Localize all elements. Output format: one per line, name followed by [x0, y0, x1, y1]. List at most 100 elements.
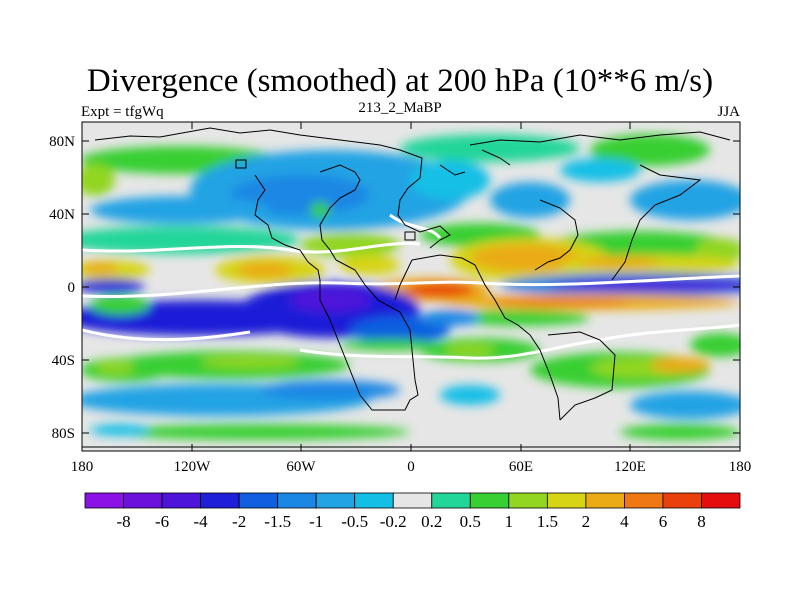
lon-tick-label: 0 [407, 459, 415, 475]
field-blob [290, 288, 370, 312]
colorbar-swatch [277, 492, 317, 509]
contour-line [82, 280, 481, 298]
colorbar-label: 0.2 [421, 512, 442, 531]
colorbar-label: 0.5 [460, 512, 481, 531]
lon-tick-label: 60E [509, 459, 533, 475]
tick-marks [81, 122, 741, 451]
zero-contours [82, 213, 740, 360]
lon-tick-label: 180 [729, 459, 752, 475]
colorbar-label: -6 [155, 512, 169, 531]
lon-tick-label: 60W [286, 459, 316, 475]
experiment-label: Expt = tfgWq [81, 104, 164, 120]
contour-line [82, 328, 251, 342]
lon-tick-label: 120E [614, 459, 646, 475]
divergence-field [82, 122, 740, 451]
field-blob [90, 295, 150, 315]
colorbar-swatch [238, 492, 279, 509]
colorbar-label: -8 [116, 512, 130, 531]
colorbar-swatch [123, 492, 163, 509]
coastline [319, 164, 361, 261]
contour-line [299, 338, 601, 360]
colorbar-swatch [315, 492, 356, 509]
coastline [481, 149, 511, 166]
field-blob [650, 357, 710, 373]
lat-tick-label: 40N [49, 207, 75, 223]
field-blob [560, 158, 640, 182]
colorbar-label: 2 [582, 512, 591, 531]
field-blob [400, 134, 580, 162]
colorbar-swatch [662, 492, 702, 509]
colorbar-swatch [508, 492, 548, 509]
map-title: Divergence (smoothed) at 200 hPa (10**6 … [86, 63, 714, 99]
lon-tick-label: 180 [71, 459, 94, 475]
field-blob [230, 175, 370, 215]
field-blob [410, 160, 490, 200]
coastline [534, 199, 579, 271]
field-blob [350, 316, 450, 344]
colorbar-label: -0.5 [341, 512, 368, 531]
field-blob [620, 424, 740, 440]
coastline [235, 159, 247, 169]
colorbar-label: 6 [659, 512, 668, 531]
field-blob [580, 256, 660, 268]
field-blob [630, 391, 740, 419]
coastline [319, 280, 419, 411]
colorbar-swatch [546, 492, 587, 509]
coastline [547, 331, 616, 421]
coastline [254, 174, 321, 281]
contour-line [389, 213, 442, 240]
field-blob [550, 278, 740, 292]
coastline [411, 254, 561, 421]
colorbar-label: -2 [232, 512, 246, 531]
coastline [394, 259, 413, 301]
colorbar-label: -1 [309, 512, 323, 531]
latitude-tick-labels: 80N 40N 0 40S 80S [49, 134, 75, 442]
contour-line [479, 274, 740, 287]
coastline [335, 259, 416, 381]
colorbar-label: -4 [194, 512, 209, 531]
field-blob [82, 164, 115, 196]
field-blob [340, 255, 400, 275]
coastline [94, 127, 451, 249]
contour-line [82, 241, 421, 254]
field-blob [310, 202, 330, 218]
coastline [404, 231, 416, 241]
colorbar-swatch [469, 492, 510, 509]
run-id-label: 213_2_MaBP [358, 100, 442, 116]
lat-tick-label: 0 [68, 280, 76, 296]
colorbar-swatch [84, 492, 124, 509]
colorbar-swatch [624, 492, 664, 509]
colorbar-label: 8 [697, 512, 706, 531]
field-blob [470, 244, 580, 272]
longitude-tick-labels: 180 120W 60W 0 60E 120E 180 [71, 459, 752, 475]
coastline [611, 164, 702, 281]
colorbar-swatch [200, 492, 240, 509]
field-blob [440, 385, 500, 405]
field-blob [445, 344, 495, 356]
field-blob [82, 279, 145, 293]
field-blob [340, 339, 440, 351]
field-blob [405, 283, 475, 297]
field-blob [82, 262, 118, 274]
field-blob [237, 262, 293, 278]
colorbar-label: -1.5 [264, 512, 291, 531]
colorbar: -8 -6 -4 -2 -1.5 -1 -0.5 -0.2 0.2 0.5 1 1.5 2 4 6 8 [84, 492, 741, 531]
field-blob [110, 424, 410, 440]
colorbar-label: 4 [620, 512, 629, 531]
colorbar-swatch [161, 492, 201, 509]
field-blob [590, 134, 710, 166]
field-blob [630, 180, 740, 220]
coastline [439, 164, 466, 176]
field-blob [450, 310, 590, 326]
field-blob [490, 182, 570, 218]
contour-line [599, 323, 740, 342]
field-blob [690, 333, 740, 357]
lat-tick-label: 40S [52, 353, 75, 369]
colorbar-swatch [585, 492, 625, 509]
colorbar-label: 1.5 [537, 512, 558, 531]
field-blob [420, 310, 480, 326]
colorbar-swatch [354, 492, 394, 509]
field-blob [90, 424, 150, 436]
field-blob [95, 362, 135, 374]
